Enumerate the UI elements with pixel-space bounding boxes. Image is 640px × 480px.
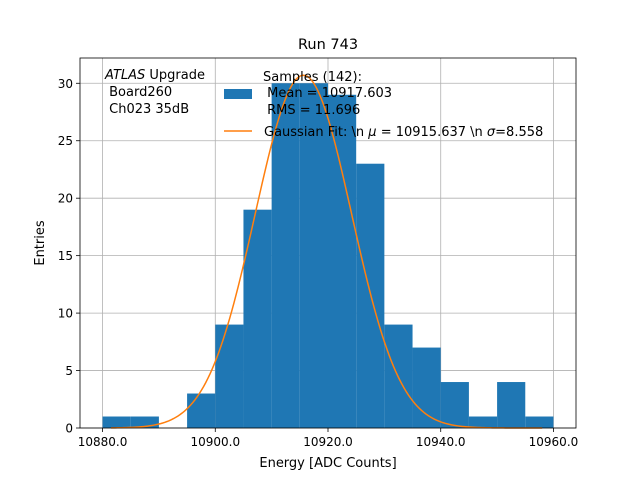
- legend-fit-sigma: σ: [487, 125, 496, 140]
- histogram-bar: [328, 94, 357, 428]
- y-tick-label: 15: [58, 249, 73, 263]
- chart-title: Run 743: [298, 37, 358, 53]
- histogram-bar: [525, 416, 554, 428]
- histogram-bar: [299, 83, 328, 428]
- y-tick-label: 30: [58, 77, 73, 91]
- annotation-line-2: Board260: [105, 85, 172, 100]
- histogram-bar: [271, 83, 300, 428]
- histogram-bar: [497, 382, 526, 428]
- x-axis-ticks: 10880.0 10900.0 10920.0 10940.0 10960.0: [78, 428, 579, 449]
- y-tick-label: 0: [65, 422, 73, 436]
- histogram-bar: [187, 393, 216, 428]
- y-tick-label: 20: [58, 192, 73, 206]
- annotation-line-1: ATLAS Upgrade: [104, 68, 205, 83]
- legend-hist-line-3: RMS = 11.696: [263, 103, 360, 118]
- legend: Samples (142): Mean = 10917.603 RMS = 11…: [224, 70, 543, 140]
- x-tick-label: 10920.0: [303, 435, 353, 449]
- y-tick-label: 10: [58, 307, 73, 321]
- histogram-bar: [102, 416, 131, 428]
- y-tick-label: 5: [65, 364, 73, 378]
- annotation-upgrade: Upgrade: [145, 68, 205, 83]
- x-tick-label: 10880.0: [78, 435, 128, 449]
- legend-fit-part-5: =8.558: [495, 125, 543, 140]
- legend-histogram-swatch: [224, 89, 252, 99]
- histogram-bar: [440, 382, 469, 428]
- gaussian-fit-curve: [110, 74, 543, 429]
- y-axis-ticks: 0 5 10 15 20 25 30: [58, 77, 80, 436]
- histogram-bar: [468, 416, 498, 428]
- legend-fit-part-1: Gaussian Fit: \n: [264, 125, 368, 140]
- histogram-bar: [243, 209, 272, 428]
- legend-fit-part-3: = 10915.637 \n: [377, 125, 487, 140]
- atlas-annotation: ATLAS Upgrade Board260 Ch023 35dB: [104, 68, 205, 117]
- y-axis-label: Entries: [33, 220, 48, 266]
- legend-fit-mu: μ: [367, 125, 376, 140]
- y-tick-label: 25: [58, 134, 73, 148]
- legend-fit-label: Gaussian Fit: \n μ = 10915.637 \n σ=8.55…: [264, 125, 543, 140]
- x-tick-label: 10900.0: [190, 435, 240, 449]
- x-tick-label: 10960.0: [529, 435, 579, 449]
- x-axis-label: Energy [ADC Counts]: [259, 456, 396, 471]
- histogram-bar: [130, 416, 159, 428]
- legend-hist-line-1: Samples (142):: [263, 70, 362, 85]
- annotation-line-3: Ch023 35dB: [105, 102, 189, 117]
- annotation-atlas: ATLAS: [104, 68, 145, 83]
- histogram-bar: [412, 347, 441, 428]
- x-tick-label: 10940.0: [416, 435, 466, 449]
- histogram-bar: [215, 324, 244, 428]
- legend-hist-line-2: Mean = 10917.603: [263, 86, 392, 101]
- gaussian-fit: [110, 74, 543, 429]
